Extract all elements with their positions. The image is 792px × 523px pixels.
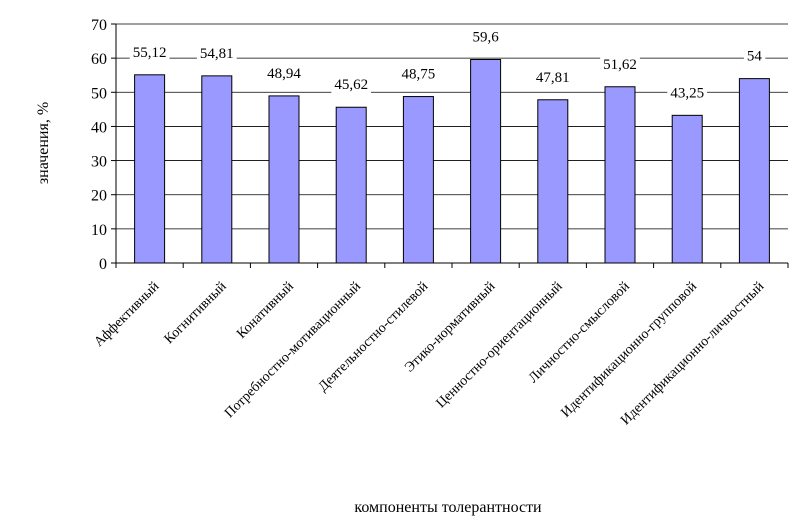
data-label: 43,25	[670, 85, 704, 101]
data-label-background	[743, 48, 766, 65]
y-tick-label: 40	[91, 119, 107, 136]
category-label: Ценностно-ориентационный	[434, 279, 566, 411]
data-label: 48,75	[402, 67, 436, 83]
data-label-background	[196, 45, 237, 62]
data-label: 45,62	[334, 77, 368, 93]
axes	[111, 23, 789, 268]
category-label: Потребностно-мотивационный	[222, 279, 364, 421]
bar	[268, 95, 300, 264]
data-label-background	[600, 56, 640, 73]
data-label-background	[532, 69, 573, 86]
bar	[604, 86, 636, 264]
data-label: 55,12	[133, 45, 167, 61]
y-tick-label: 0	[99, 256, 107, 273]
category-label: Деятельностно-стилевой	[316, 279, 432, 395]
category-label: Аффективный	[92, 279, 163, 350]
bar	[470, 59, 502, 264]
bar	[134, 74, 166, 264]
y-tick-label: 30	[91, 154, 107, 171]
data-label-background	[331, 77, 372, 94]
y-axis-title: значения, %	[35, 102, 52, 184]
data-label-background	[667, 85, 708, 102]
bar	[201, 75, 233, 264]
y-tick-label: 70	[91, 17, 107, 34]
x-axis-title: компоненты толерантности	[354, 499, 542, 516]
y-tick-label: 50	[91, 85, 107, 102]
data-label: 54	[747, 49, 763, 65]
category-label: Конативный	[234, 279, 297, 342]
y-tick-label: 10	[91, 222, 107, 239]
data-label-background	[129, 44, 170, 61]
category-label: Когнитивный	[162, 279, 230, 347]
data-label: 51,62	[603, 57, 637, 73]
data-label: 54,81	[200, 46, 234, 62]
y-tick-label: 60	[91, 51, 107, 68]
data-label: 48,94	[267, 66, 301, 82]
category-label: Идентификационно-личностный	[618, 279, 767, 428]
data-label: 47,81	[536, 70, 570, 86]
bars	[134, 59, 770, 264]
category-label: Идентификационно-групповой	[559, 279, 701, 421]
data-label-background	[469, 29, 503, 46]
data-label-background	[264, 65, 305, 82]
data-label: 59,6	[472, 30, 499, 46]
bar	[537, 99, 569, 264]
y-tick-label: 20	[91, 188, 107, 205]
data-label-background	[398, 66, 439, 83]
bar	[738, 78, 770, 264]
bar	[402, 96, 434, 264]
bar	[335, 106, 367, 264]
bar	[671, 114, 703, 264]
